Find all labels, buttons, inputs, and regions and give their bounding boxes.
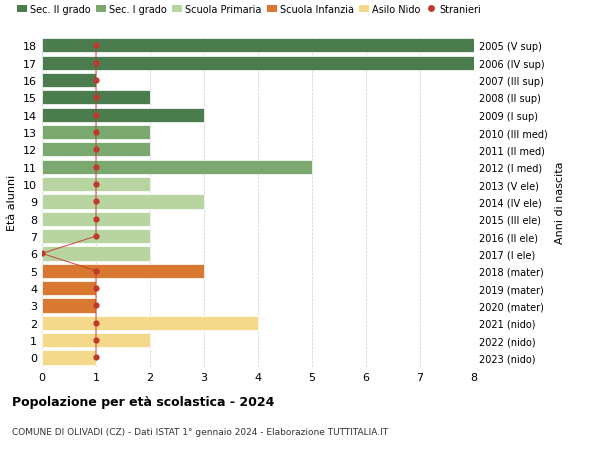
Bar [42,333,150,347]
Y-axis label: Anni di nascita: Anni di nascita [554,161,565,243]
Bar [42,143,150,157]
Bar [42,281,96,296]
Bar [42,230,150,244]
Y-axis label: Età alunni: Età alunni [7,174,17,230]
Bar [42,126,150,140]
Bar [42,299,96,313]
Bar [42,316,258,330]
Bar [42,247,150,261]
Bar [42,212,150,226]
Bar [42,195,204,209]
Legend: Sec. II grado, Sec. I grado, Scuola Primaria, Scuola Infanzia, Asilo Nido, Stran: Sec. II grado, Sec. I grado, Scuola Prim… [17,5,481,15]
Text: COMUNE DI OLIVADI (CZ) - Dati ISTAT 1° gennaio 2024 - Elaborazione TUTTITALIA.IT: COMUNE DI OLIVADI (CZ) - Dati ISTAT 1° g… [12,427,388,436]
Bar [42,264,204,278]
Bar [42,178,150,192]
Bar [42,74,96,88]
Bar [42,160,312,174]
Bar [42,39,474,53]
Text: Popolazione per età scolastica - 2024: Popolazione per età scolastica - 2024 [12,395,274,408]
Bar [42,108,204,123]
Bar [42,351,96,365]
Bar [42,56,474,71]
Bar [42,91,150,105]
